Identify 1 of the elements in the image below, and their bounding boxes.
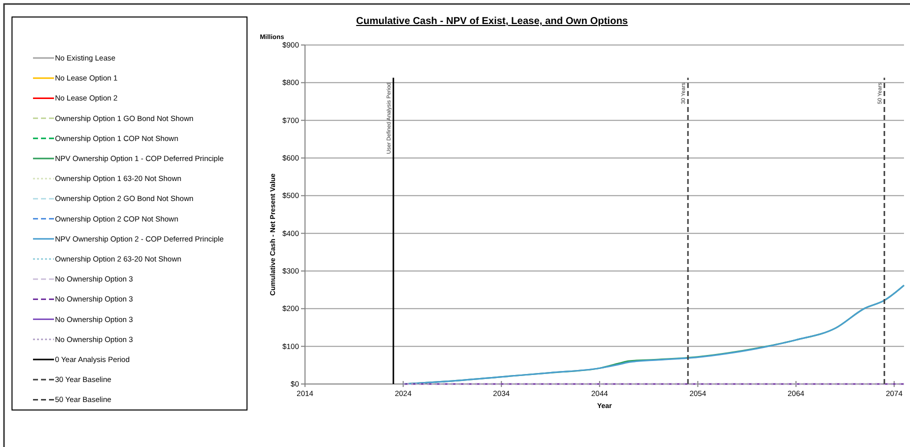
chart-title: Cumulative Cash - NPV of Exist, Lease, and Own Options: [356, 16, 628, 27]
